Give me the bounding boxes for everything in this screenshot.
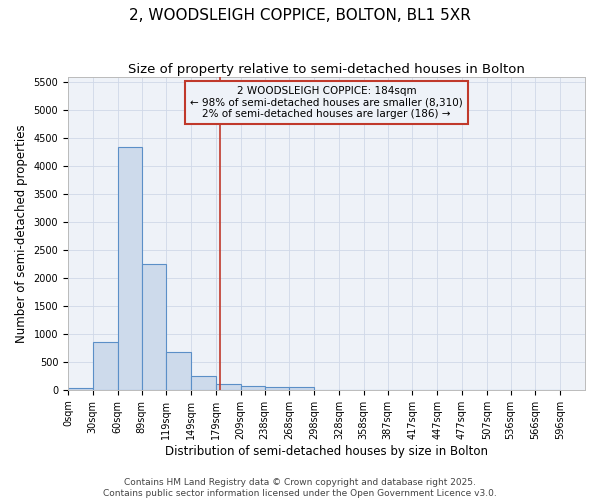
Bar	[142, 264, 166, 390]
Bar	[93, 342, 118, 390]
Bar	[265, 387, 289, 390]
Text: Contains HM Land Registry data © Crown copyright and database right 2025.
Contai: Contains HM Land Registry data © Crown c…	[103, 478, 497, 498]
Bar	[68, 388, 93, 390]
Bar	[289, 387, 314, 390]
Bar	[166, 352, 191, 390]
Title: Size of property relative to semi-detached houses in Bolton: Size of property relative to semi-detach…	[128, 62, 525, 76]
Y-axis label: Number of semi-detached properties: Number of semi-detached properties	[15, 124, 28, 342]
Text: 2 WOODSLEIGH COPPICE: 184sqm
← 98% of semi-detached houses are smaller (8,310)
2: 2 WOODSLEIGH COPPICE: 184sqm ← 98% of se…	[190, 86, 463, 120]
Text: 2, WOODSLEIGH COPPICE, BOLTON, BL1 5XR: 2, WOODSLEIGH COPPICE, BOLTON, BL1 5XR	[129, 8, 471, 22]
Bar	[191, 376, 216, 390]
X-axis label: Distribution of semi-detached houses by size in Bolton: Distribution of semi-detached houses by …	[165, 444, 488, 458]
Bar	[241, 386, 265, 390]
Bar	[216, 384, 241, 390]
Bar	[118, 146, 142, 390]
